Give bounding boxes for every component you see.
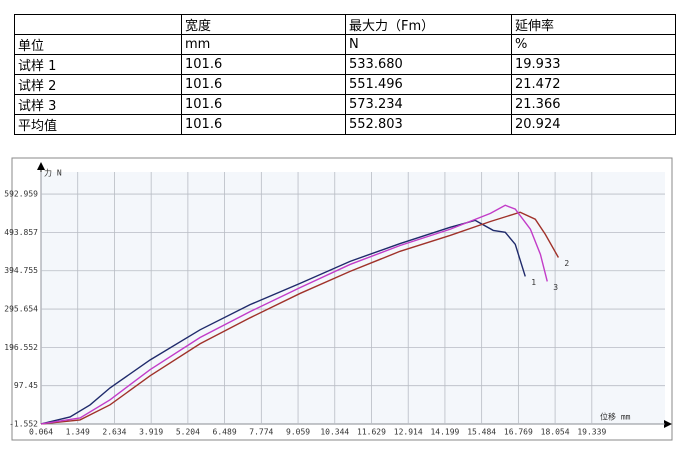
x-tick-label: 6.489 xyxy=(213,428,237,437)
y-tick-label: 394.755 xyxy=(4,266,38,275)
y-tick-label: 97.45 xyxy=(14,381,38,390)
cell: 101.6 xyxy=(181,114,346,135)
x-axis-label: 位移 mm xyxy=(600,412,631,422)
data-table: 宽度 最大力（Fm） 延伸率 单位 mm N% 试样 1 101.6 533.680 19.933… xyxy=(14,14,676,135)
cell: 平均值 xyxy=(14,114,182,135)
x-tick-label: 10.344 xyxy=(320,428,349,437)
series-label: 3 xyxy=(553,283,558,292)
arrow xyxy=(664,420,672,428)
x-tick-label: 7.774 xyxy=(249,428,273,437)
cell: 试样 1 xyxy=(14,54,182,75)
line-series xyxy=(40,219,526,425)
row: 平均值 101.6 552.803 20.924 xyxy=(14,114,676,135)
row: 试样 2 101.6 551.496 21.472 xyxy=(14,74,676,95)
x-tick-label: 16.769 xyxy=(504,428,533,437)
y-tick-label: 196.552 xyxy=(4,343,38,352)
y-tick-label: 493.857 xyxy=(4,228,38,237)
series-label: 2 xyxy=(564,259,569,268)
cell: 21.472 xyxy=(511,74,676,95)
line-series xyxy=(40,211,560,425)
x-tick-label: 12.914 xyxy=(394,428,423,437)
x-tick-label: 1.349 xyxy=(66,428,90,437)
row: 试样 3 101.6 573.234 21.366 xyxy=(14,94,676,115)
x-tick-label: 14.199 xyxy=(430,428,459,437)
x-tick-label: 5.204 xyxy=(176,428,200,437)
y-tick-label: 592.959 xyxy=(4,190,38,199)
header-row: 宽度 最大力（Fm） 延伸率 xyxy=(14,14,676,35)
y-axis-label: 力 N xyxy=(44,168,62,178)
x-tick-label: 9.059 xyxy=(286,428,310,437)
y-tick-label: 295.654 xyxy=(4,305,38,314)
x-tick-label: 18.054 xyxy=(541,428,570,437)
y-tick-label: -1.552 xyxy=(9,420,38,429)
x-tick-label: 11.629 xyxy=(357,428,386,437)
x-tick-label: 2.634 xyxy=(102,428,126,437)
plot-area xyxy=(41,172,665,424)
cell: 552.803 xyxy=(345,114,512,135)
cell: mm xyxy=(181,34,346,55)
x-tick-label: 0.064 xyxy=(29,428,53,437)
x-tick-label: 3.919 xyxy=(139,428,163,437)
x-tick-label: 15.484 xyxy=(467,428,496,437)
row: 试样 1 101.6 533.680 19.933 xyxy=(14,54,676,75)
cell: 20.924 xyxy=(511,114,676,135)
arrow xyxy=(37,162,45,170)
series-label: 1 xyxy=(531,278,536,287)
x-tick-label: 19.339 xyxy=(577,428,606,437)
line-series xyxy=(40,204,548,425)
